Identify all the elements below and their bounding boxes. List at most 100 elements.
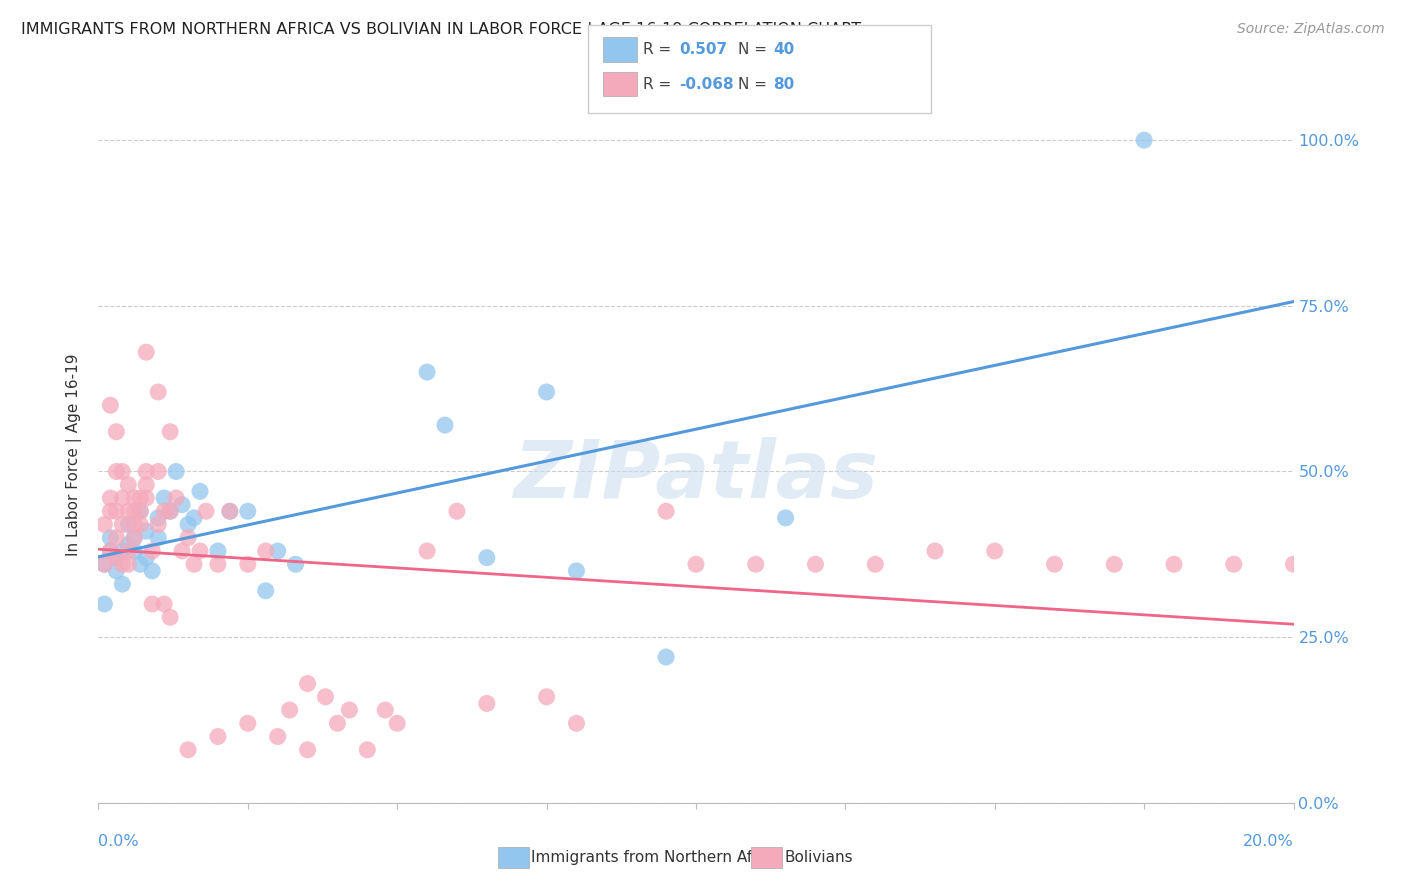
Point — [135, 524, 157, 538]
Text: Immigrants from Northern Africa: Immigrants from Northern Africa — [531, 850, 782, 864]
Point — [117, 477, 139, 491]
Point — [105, 531, 128, 545]
Point — [111, 491, 134, 505]
Point — [141, 597, 163, 611]
Point — [100, 398, 122, 412]
Point — [159, 610, 181, 624]
Text: N =: N = — [738, 78, 768, 92]
Point — [385, 716, 409, 731]
Point — [117, 544, 139, 558]
Point — [315, 690, 337, 704]
Point — [326, 716, 349, 731]
Point — [124, 531, 146, 545]
Point — [105, 504, 128, 518]
Point — [655, 504, 678, 518]
Point — [117, 517, 139, 532]
Point — [153, 504, 176, 518]
Point — [183, 558, 205, 572]
Point — [356, 743, 378, 757]
Point — [183, 511, 205, 525]
Point — [148, 384, 170, 399]
Point — [124, 491, 146, 505]
Point — [207, 544, 229, 558]
Text: 80: 80 — [773, 78, 794, 92]
Point — [172, 544, 194, 558]
Point — [148, 465, 170, 479]
Point — [207, 558, 229, 572]
Point — [416, 365, 439, 379]
Point — [165, 465, 187, 479]
Text: ZIPatlas: ZIPatlas — [513, 437, 879, 515]
Point — [195, 504, 218, 518]
Point — [1133, 133, 1156, 147]
Point — [117, 504, 139, 518]
Point — [159, 504, 181, 518]
Point — [236, 716, 259, 731]
Point — [536, 384, 558, 399]
Point — [177, 531, 200, 545]
Point — [105, 564, 128, 578]
Point — [685, 558, 707, 572]
Point — [135, 491, 157, 505]
Text: R =: R = — [643, 78, 671, 92]
Point — [100, 544, 122, 558]
Point — [100, 491, 122, 505]
Point — [177, 517, 200, 532]
Point — [129, 517, 152, 532]
Point — [1104, 558, 1126, 572]
Point — [775, 511, 797, 525]
Point — [865, 558, 887, 572]
Point — [135, 465, 157, 479]
Point — [124, 517, 146, 532]
Point — [165, 491, 187, 505]
Text: 40: 40 — [773, 43, 794, 57]
Point — [1043, 558, 1066, 572]
Point — [188, 484, 211, 499]
Point — [111, 465, 134, 479]
Point — [153, 491, 176, 505]
Point — [111, 558, 134, 572]
Point — [475, 697, 498, 711]
Point — [219, 504, 242, 518]
Point — [804, 558, 827, 572]
Point — [188, 544, 211, 558]
Point — [284, 558, 307, 572]
Text: N =: N = — [738, 43, 768, 57]
Point — [153, 597, 176, 611]
Point — [565, 564, 588, 578]
Point — [117, 537, 139, 551]
Point — [111, 577, 134, 591]
Text: Source: ZipAtlas.com: Source: ZipAtlas.com — [1237, 22, 1385, 37]
Point — [105, 550, 128, 565]
Point — [129, 558, 152, 572]
Text: R =: R = — [643, 43, 671, 57]
Point — [93, 558, 115, 572]
Point — [297, 676, 319, 690]
Point — [254, 583, 277, 598]
Point — [159, 504, 181, 518]
Point — [100, 504, 122, 518]
Point — [655, 650, 678, 665]
Point — [278, 703, 301, 717]
Y-axis label: In Labor Force | Age 16-19: In Labor Force | Age 16-19 — [66, 353, 83, 557]
Point — [111, 544, 134, 558]
Point — [129, 491, 152, 505]
Point — [1223, 558, 1246, 572]
Text: 0.507: 0.507 — [679, 43, 727, 57]
Text: Bolivians: Bolivians — [785, 850, 853, 864]
Point — [339, 703, 360, 717]
Point — [135, 345, 157, 359]
Point — [111, 517, 134, 532]
Point — [236, 504, 259, 518]
Point — [475, 550, 498, 565]
Point — [446, 504, 468, 518]
Point — [135, 477, 157, 491]
Point — [100, 544, 122, 558]
Point — [374, 703, 396, 717]
Point — [105, 425, 128, 439]
Point — [105, 465, 128, 479]
Point — [416, 544, 439, 558]
Point — [172, 498, 194, 512]
Point — [297, 743, 319, 757]
Point — [105, 550, 128, 565]
